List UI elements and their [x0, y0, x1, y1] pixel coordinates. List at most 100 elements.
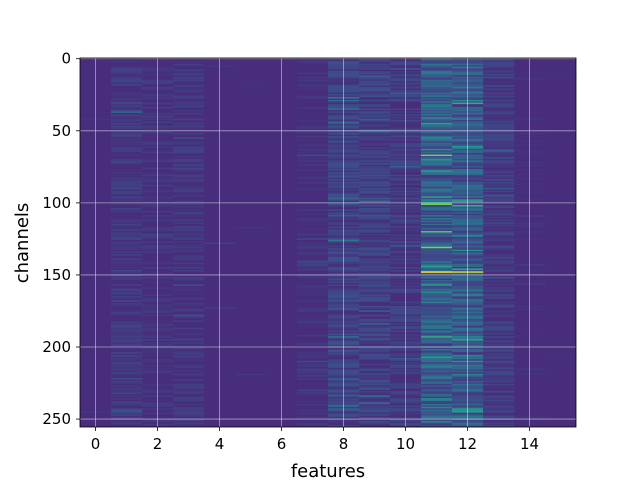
heatmap-cell [111, 297, 143, 299]
heatmap-cell [359, 166, 391, 168]
heatmap-cell [359, 330, 391, 333]
heatmap-cell [173, 229, 205, 232]
heatmap-cell [421, 287, 453, 289]
heatmap-cell [359, 183, 391, 186]
heatmap-cell [483, 262, 515, 265]
heatmap-cell [111, 336, 143, 338]
heatmap-cell [421, 196, 453, 199]
heatmap-cell [483, 248, 515, 250]
heatmap-cell [111, 125, 143, 128]
heatmap-cell [111, 186, 143, 188]
heatmap-cell [421, 157, 453, 160]
heatmap-cell [111, 104, 143, 106]
heatmap-cell [111, 98, 143, 101]
heatmap-cell [111, 258, 143, 261]
heatmap-cell [359, 406, 391, 409]
heatmap-cell [483, 409, 515, 412]
heatmap-cell [111, 303, 143, 305]
heatmap-cell [359, 422, 391, 425]
heatmap-cell [359, 174, 391, 177]
heatmap-cell [111, 340, 143, 343]
heatmap-cell [421, 401, 453, 403]
heatmap-cell [421, 184, 453, 187]
heatmap-cell [111, 395, 143, 397]
heatmap-cell [421, 414, 453, 416]
heatmap-cell [173, 163, 205, 165]
heatmap-cell [111, 357, 143, 360]
heatmap-cell [173, 156, 205, 158]
heatmap-cell [421, 360, 453, 363]
heatmap-cell [111, 362, 143, 364]
heatmap-cell [483, 219, 515, 222]
heatmap-cell [421, 117, 453, 119]
heatmap-cell [421, 145, 453, 148]
heatmap-cell [173, 96, 205, 99]
heatmap-cell [421, 380, 453, 383]
heatmap-cell [173, 150, 205, 152]
heatmap-cell [421, 367, 453, 370]
heatmap-cell [111, 111, 143, 114]
heatmap-cell [421, 156, 453, 158]
heatmap-cell [421, 326, 453, 328]
heatmap-cell [421, 153, 453, 155]
heatmap-cell [483, 245, 515, 248]
heatmap-cell [421, 241, 453, 243]
heatmap-cell [421, 213, 453, 216]
heatmap-cell [483, 328, 515, 331]
heatmap-cell [173, 176, 205, 178]
x-tick-label: 12 [458, 435, 477, 453]
heatmap-cell [359, 59, 391, 62]
heatmap-cell [111, 370, 143, 373]
heatmap-cell [359, 279, 391, 282]
heatmap-cell [173, 392, 205, 395]
heatmap-cell [483, 183, 515, 186]
heatmap-cell [483, 112, 515, 115]
heatmap-cell [483, 228, 515, 230]
heatmap-cell [421, 321, 453, 324]
heatmap-cell [173, 365, 205, 367]
heatmap-cell [359, 379, 391, 382]
heatmap-cell [297, 176, 329, 178]
heatmap-cell [111, 267, 143, 269]
heatmap-cell [483, 425, 515, 428]
heatmap-cell [297, 148, 329, 151]
heatmap-cell [173, 279, 205, 282]
heatmap-cell [173, 399, 205, 402]
heatmap-cell [483, 383, 515, 386]
heatmap-cell [173, 95, 205, 98]
heatmap-cell [297, 218, 329, 220]
heatmap-cell [421, 282, 453, 285]
heatmap-cell [359, 350, 391, 353]
heatmap-cell [483, 287, 515, 289]
heatmap-cell [173, 251, 205, 253]
heatmap-cell [483, 118, 515, 121]
heatmap-cell [421, 166, 453, 168]
heatmap-cell [483, 160, 515, 163]
heatmap-cell [359, 320, 391, 323]
heatmap-cell [421, 134, 453, 137]
heatmap-cell [359, 137, 391, 139]
heatmap-cell [173, 354, 205, 357]
heatmap-cell [111, 187, 143, 190]
heatmap-cell [483, 401, 515, 403]
heatmap-cell [421, 281, 453, 284]
x-tick-label: 4 [215, 435, 225, 453]
heatmap-cell [421, 115, 453, 118]
heatmap-cell [483, 290, 515, 292]
heatmap-cell [359, 209, 391, 212]
heatmap-cell [297, 360, 329, 363]
heatmap-cell [421, 285, 453, 288]
heatmap-cell [483, 301, 515, 304]
heatmap-cell [483, 70, 515, 73]
heatmap-cell [297, 246, 329, 249]
heatmap-cell [483, 357, 515, 360]
heatmap-cell [173, 303, 205, 305]
heatmap-cell [111, 118, 143, 121]
heatmap-cell [173, 143, 205, 145]
heatmap-cell [421, 301, 453, 304]
heatmap-cell [359, 411, 391, 413]
heatmap-cell [173, 121, 205, 124]
heatmap-cell [421, 170, 453, 173]
heatmap-cell [297, 262, 329, 265]
heatmap-cell [235, 373, 267, 376]
